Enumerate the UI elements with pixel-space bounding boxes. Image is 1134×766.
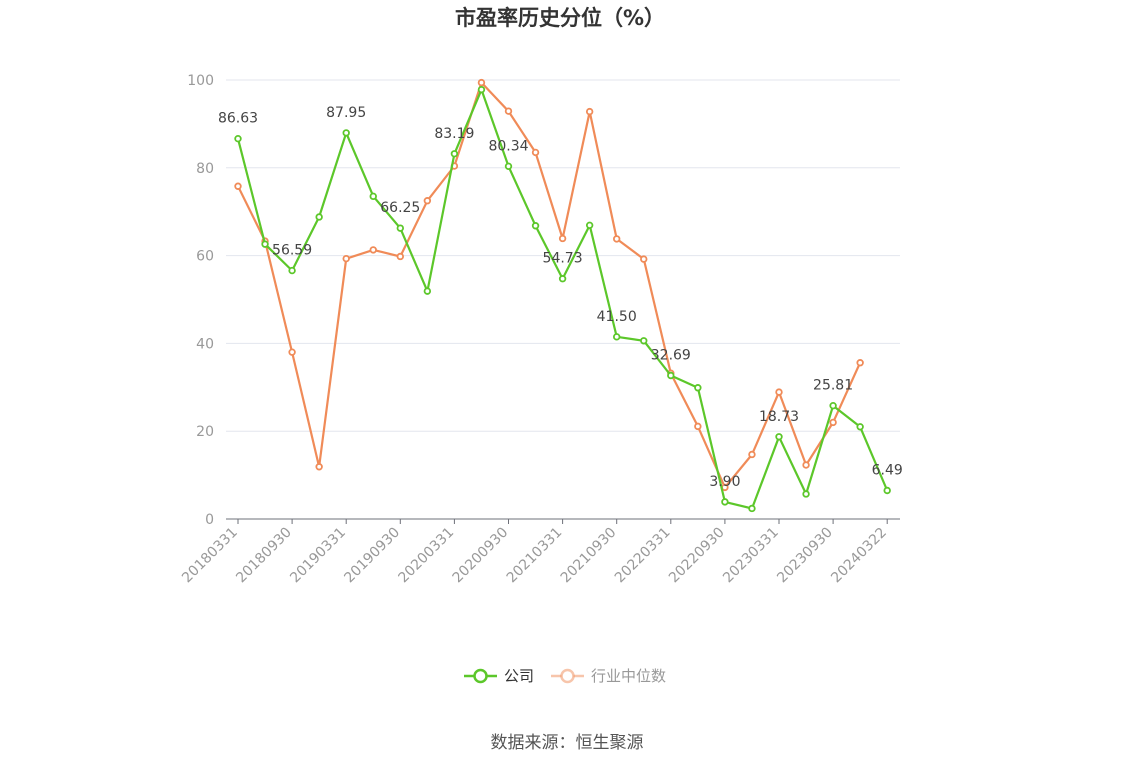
data-label: 3.90 [709,474,740,490]
data-point[interactable] [802,461,810,469]
data-point[interactable] [531,222,540,230]
data-point[interactable] [288,348,296,356]
legend-marker-icon [560,668,575,684]
data-label: 25.81 [813,378,853,394]
data-point[interactable] [342,254,350,263]
data-point[interactable] [667,371,675,380]
data-label: 80.34 [488,138,528,154]
y-tick-label: 100 [187,73,214,89]
data-point[interactable] [369,192,377,201]
data-label: 87.95 [326,105,366,121]
data-label: 66.25 [380,200,420,216]
x-tick-label: 20240322 [828,525,890,587]
y-tick-label: 60 [196,249,214,265]
data-point[interactable] [802,490,810,498]
x-tick-label: 20230930 [774,525,836,587]
data-label: 32.69 [651,347,691,363]
x-tick-label: 20220331 [612,525,674,587]
x-tick-label: 20180930 [233,525,295,587]
data-labels: 86.63 56.59 87.95 66.25 83.19 80.34 54.73 41.50… [218,105,903,490]
data-point[interactable] [748,450,756,459]
y-tick-label: 80 [196,161,214,177]
legend-item-industry-median[interactable]: 行业中位数 [551,667,666,685]
data-point[interactable] [585,107,594,116]
data-label: 86.63 [218,111,258,127]
data-point[interactable] [613,235,621,243]
data-point[interactable] [775,388,783,396]
series-line [237,81,862,489]
data-point[interactable] [504,107,513,115]
data-point[interactable] [423,197,432,205]
x-tick-label: 20180331 [179,525,241,587]
series-layer [234,78,891,513]
grid-lines [226,79,900,432]
chart-title: 市盈率历史分位（%） [455,6,665,30]
x-tick-label: 20230331 [720,525,782,587]
data-point[interactable] [640,255,648,263]
x-tick-label: 20190331 [287,525,349,587]
data-point[interactable] [585,221,594,230]
y-tick-label: 0 [205,512,214,528]
data-point[interactable] [342,129,350,137]
legend-item-company[interactable]: 公司 [464,667,534,685]
data-point[interactable] [423,287,432,295]
data-point[interactable] [694,422,702,431]
data-point[interactable] [531,148,540,157]
legend-label: 公司 [504,667,534,685]
data-point[interactable] [261,240,269,248]
y-tick-label: 40 [196,336,214,352]
data-point[interactable] [315,463,323,471]
legend-label: 行业中位数 [591,667,666,685]
series-industry-median [234,78,864,492]
data-point[interactable] [234,182,242,190]
legend[interactable]: 公司 行业中位数 [464,667,666,685]
data-point[interactable] [477,78,486,87]
data-point[interactable] [721,498,729,506]
data-point[interactable] [883,486,891,495]
data-point[interactable] [775,433,783,441]
x-tick-label: 20190930 [341,525,403,587]
data-point[interactable] [288,266,296,275]
y-tick-label: 20 [196,424,214,440]
data-point[interactable] [450,150,459,158]
data-label: 6.49 [872,463,903,479]
data-point[interactable] [640,337,648,345]
x-tick-label: 20200930 [450,525,512,587]
data-label: 41.50 [597,309,637,325]
data-point[interactable] [856,423,864,431]
data-point[interactable] [315,213,323,221]
legend-marker-icon [473,668,488,684]
data-point[interactable] [234,134,242,143]
data-point[interactable] [504,162,513,171]
data-point[interactable] [558,234,567,243]
data-point[interactable] [477,85,486,94]
data-point[interactable] [396,252,404,261]
data-point[interactable] [396,224,404,232]
data-label: 18.73 [759,409,799,425]
series-company [234,85,891,513]
x-tick-label: 20210930 [558,525,620,587]
data-label: 56.59 [272,243,312,259]
data-point[interactable] [748,504,756,513]
data-point[interactable] [694,384,702,392]
data-point[interactable] [856,359,864,367]
data-point[interactable] [558,275,567,283]
data-point[interactable] [369,246,377,254]
source-note: 数据来源：恒生聚源 [491,733,644,753]
data-point[interactable] [613,333,621,341]
data-point[interactable] [829,418,837,427]
series-line [236,88,889,510]
x-tick-label: 20200331 [396,525,458,587]
data-point[interactable] [829,401,837,410]
x-tick-label: 20220930 [666,525,728,587]
data-label: 54.73 [543,251,583,267]
data-label: 83.19 [434,126,474,142]
x-tick-label: 20210331 [504,525,566,587]
